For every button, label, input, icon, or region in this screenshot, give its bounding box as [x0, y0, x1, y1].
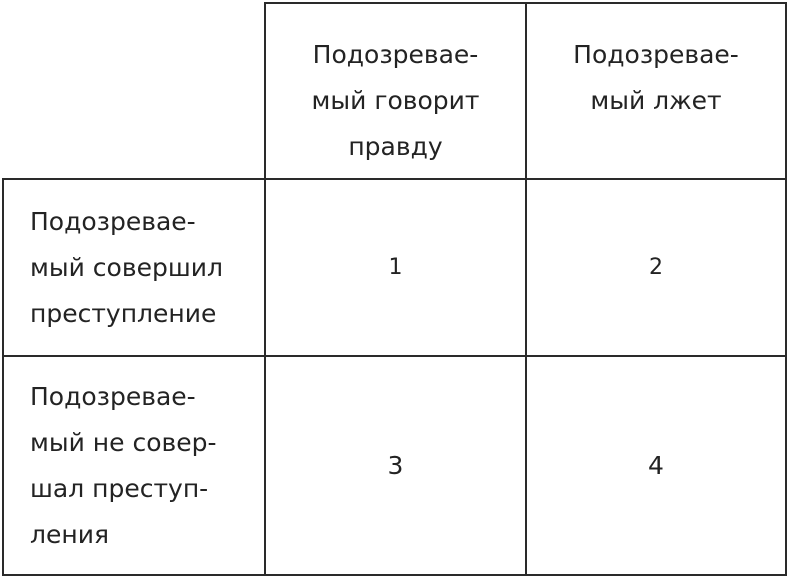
row-header-committed: Подозревае- мый совершил преступление [2, 178, 266, 357]
cell-value: 3 [387, 450, 404, 480]
table-cell: 2 [525, 178, 787, 357]
column-header-text: Подозревае- мый говорит правду [311, 40, 480, 161]
table-cell: 1 [264, 178, 527, 357]
table-cell: 3 [264, 355, 527, 576]
column-header-truth: Подозревае- мый говорит правду [264, 2, 527, 180]
row-header-text: Подозревае- мый не совер- шал преступ- л… [30, 381, 217, 549]
cell-value: 2 [649, 254, 663, 280]
cell-value: 4 [648, 450, 664, 480]
column-header-lie: Подозревае- мый лжет [525, 2, 787, 180]
row-header-not-committed: Подозревае- мый не совер- шал преступ- л… [2, 355, 266, 576]
table-cell: 4 [525, 355, 787, 576]
column-header-text: Подозревае- мый лжет [573, 40, 739, 115]
row-header-text: Подозревае- мый совершил преступление [30, 206, 223, 328]
cell-value: 1 [388, 254, 403, 280]
